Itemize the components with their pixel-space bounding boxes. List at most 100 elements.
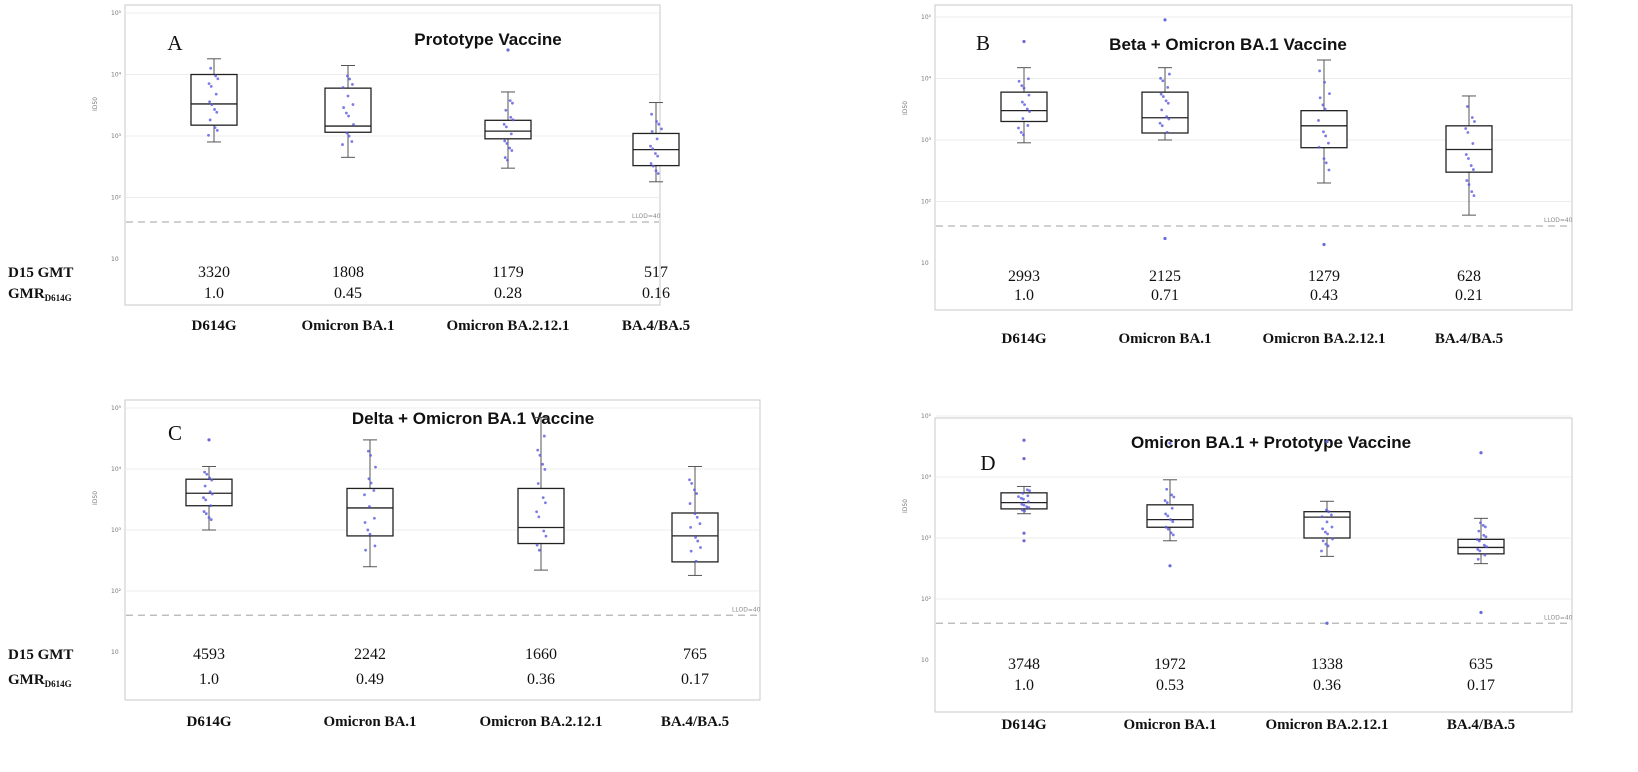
data-point (346, 94, 350, 98)
data-point (1166, 101, 1170, 105)
data-point (1026, 494, 1030, 498)
y-tick-label: 10³ (111, 133, 122, 140)
data-point (1476, 557, 1480, 561)
data-point (344, 111, 348, 115)
data-point (1159, 76, 1162, 80)
data-point (535, 543, 539, 547)
data-point (369, 453, 372, 457)
panel-a: 10 10² 10³ 10⁴ 10⁵ ID50 LLOD=40 Prototype Vacci… (8, 4, 690, 334)
data-point (1020, 508, 1024, 512)
data-point (511, 118, 515, 122)
data-point (649, 162, 653, 165)
row-label-gmr: GMRD614G (8, 672, 72, 689)
data-point (1327, 510, 1331, 514)
gmr-value: 1.0 (204, 285, 224, 302)
category-label: Omicron BA.2.12.1 (479, 714, 602, 730)
data-point (1326, 532, 1329, 536)
y-tick-label: 10 (921, 260, 929, 267)
data-point (511, 101, 514, 105)
data-point (366, 449, 370, 453)
box-group-3 (1457, 451, 1505, 615)
gmt-value: 2242 (354, 646, 386, 663)
data-point (504, 108, 508, 112)
panel-letter: B (976, 31, 990, 55)
gmr-value: 1.0 (199, 671, 219, 688)
gmt-value: 1338 (1311, 656, 1343, 673)
data-point (1331, 537, 1334, 541)
y-tick-label: 10² (921, 596, 932, 603)
data-point (510, 149, 514, 152)
data-point (1169, 518, 1172, 521)
data-point (1476, 547, 1480, 551)
category-label: D614G (1002, 331, 1047, 347)
gmr-value: 1.0 (1014, 677, 1034, 694)
data-point (347, 134, 351, 138)
category-label: Omicron BA.2.12.1 (446, 318, 569, 334)
gmr-value: 0.71 (1151, 287, 1179, 304)
y-tick-label: 10⁵ (921, 413, 932, 420)
data-point (1020, 502, 1024, 506)
data-point (1028, 489, 1031, 493)
iqr-box (1300, 110, 1348, 149)
data-point (536, 482, 540, 485)
y-tick-label: 10⁴ (921, 76, 932, 83)
data-point (1465, 179, 1469, 182)
data-point (342, 106, 345, 109)
category-label: Omicron BA.1 (1123, 717, 1216, 733)
gmr-value: 0.53 (1156, 677, 1184, 694)
y-tick-label: 10⁴ (111, 72, 122, 79)
llod-label: LLOD=40 (1544, 614, 1573, 621)
iqr-box (517, 487, 565, 545)
data-point (538, 453, 542, 457)
data-point (541, 496, 545, 500)
outlier-point (1168, 441, 1172, 445)
data-point (1472, 168, 1475, 171)
iqr-box (185, 478, 233, 507)
data-point (1167, 117, 1171, 121)
data-point (1320, 515, 1324, 519)
llod-label: LLOD=40 (1544, 217, 1573, 224)
category-label: BA.4/BA.5 (1435, 331, 1503, 347)
data-point (654, 152, 657, 155)
category-label: D614G (187, 714, 232, 730)
plot-frame (934, 417, 1573, 713)
data-point (655, 137, 659, 141)
gmr-value: 1.0 (1014, 287, 1034, 304)
data-point (695, 515, 699, 519)
data-point (541, 462, 545, 466)
data-point (1473, 120, 1476, 123)
data-point (207, 82, 211, 86)
data-point (348, 77, 352, 81)
panel-title: Delta + Omicron BA.1 Vaccine (352, 409, 594, 428)
box-group-2 (517, 416, 565, 571)
y-tick-label: 10⁴ (111, 466, 122, 473)
llod-label: LLOD=40 (732, 606, 761, 613)
data-point (1171, 533, 1175, 537)
data-point (508, 99, 512, 103)
iqr-box (190, 73, 238, 126)
data-point (1322, 130, 1325, 134)
data-point (537, 548, 541, 552)
y-tick-label: 10² (111, 195, 122, 202)
data-point (202, 510, 206, 513)
data-point (1166, 514, 1170, 518)
category-label: Omicron BA.1 (301, 318, 394, 334)
data-point (542, 529, 546, 533)
y-tick-label: 10 (111, 649, 119, 656)
data-point (204, 498, 208, 502)
outlier-point (1168, 564, 1172, 568)
y-tick-label: 10⁵ (111, 405, 122, 412)
box-group-3 (671, 465, 719, 576)
data-point (202, 496, 205, 500)
data-point (208, 476, 211, 480)
data-point (1027, 500, 1030, 504)
data-point (341, 86, 345, 89)
panel-letter: D (980, 451, 995, 475)
data-point (1017, 495, 1020, 499)
data-point (694, 559, 698, 563)
data-point (1477, 539, 1481, 543)
data-point (504, 125, 508, 129)
box-group-2 (1303, 440, 1351, 625)
data-point (366, 528, 370, 532)
box-group-3 (632, 102, 680, 183)
